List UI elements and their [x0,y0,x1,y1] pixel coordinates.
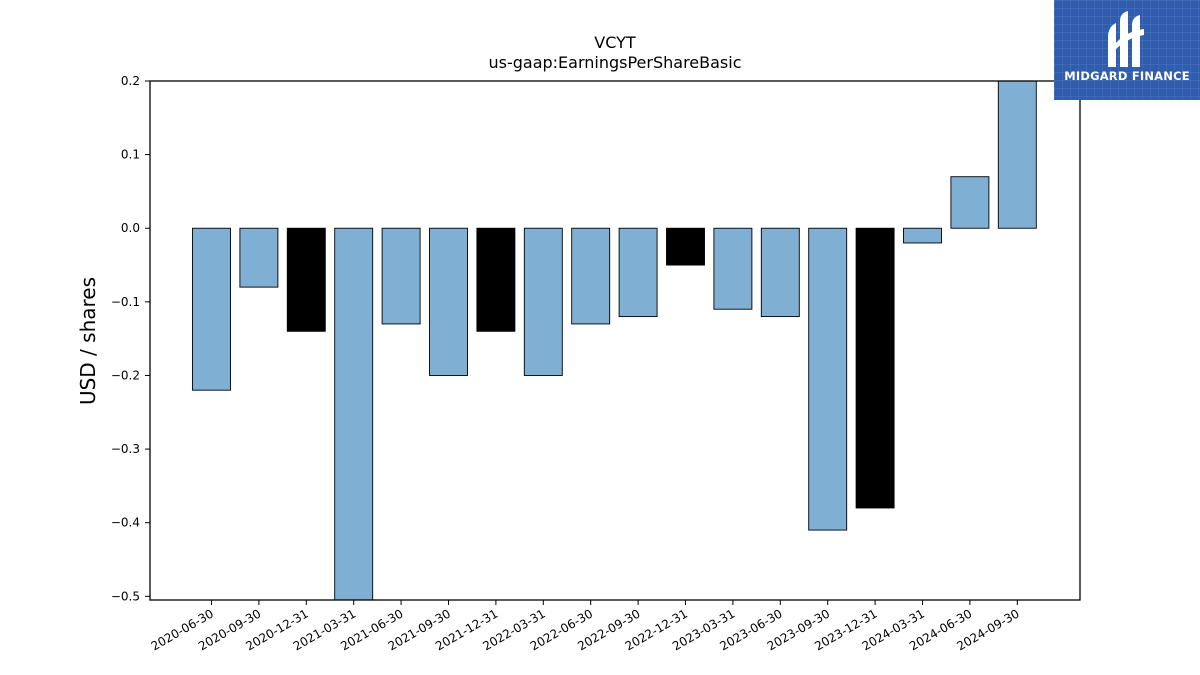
bar-2020-09-30 [239,227,279,288]
chart-subtitle: us-gaap:EarningsPerShareBasic [488,53,741,72]
bar-2024-03-31 [903,227,942,244]
bar-2021-06-30 [381,227,421,325]
logo-text: MIDGARD FINANCE [1064,69,1190,83]
y-tick-label: 0.1 [121,148,140,162]
bar-2021-03-31 [334,227,374,601]
bar-2024-09-30 [997,80,1037,229]
y-tick-label: −0.4 [111,516,140,530]
bar-2020-06-30 [192,227,231,391]
bar-2021-09-30 [429,227,468,376]
midgard-finance-logo: MIDGARD FINANCE [1054,0,1200,100]
plot-frame [149,80,1081,601]
y-tick-label: −0.1 [111,295,140,309]
y-tick-label: 0.2 [121,74,140,88]
x-axis-ticks: 2020-06-302020-09-302020-12-312021-03-31… [149,600,1022,653]
y-axis-ticks: 0.2 0.1 0.0 −0.1 −0.2 −0.3 −0.4 −0.5 [111,74,150,603]
bar-2022-03-31 [523,227,563,376]
bar-2023-12-31 [855,227,895,509]
bar-2022-09-30 [618,227,658,318]
y-tick-label: −0.5 [111,589,140,603]
y-axis-label: USD / shares [76,277,100,405]
midgard-finance-logo-icon [1108,11,1144,67]
bar-2024-06-30 [950,176,990,229]
bar-2023-09-30 [808,227,848,531]
y-tick-label: −0.3 [111,442,140,456]
y-tick-label: 0.0 [121,221,140,235]
bar-2021-12-31 [476,227,516,332]
bar-2023-03-31 [713,227,753,310]
bar-2020-12-31 [286,227,326,332]
bar-2023-06-30 [760,227,800,318]
bar-2022-06-30 [571,227,611,325]
bar-2022-12-31 [666,227,705,266]
bars [192,80,1037,601]
chart-title: VCYT [594,33,636,52]
y-tick-label: −0.2 [111,368,140,382]
